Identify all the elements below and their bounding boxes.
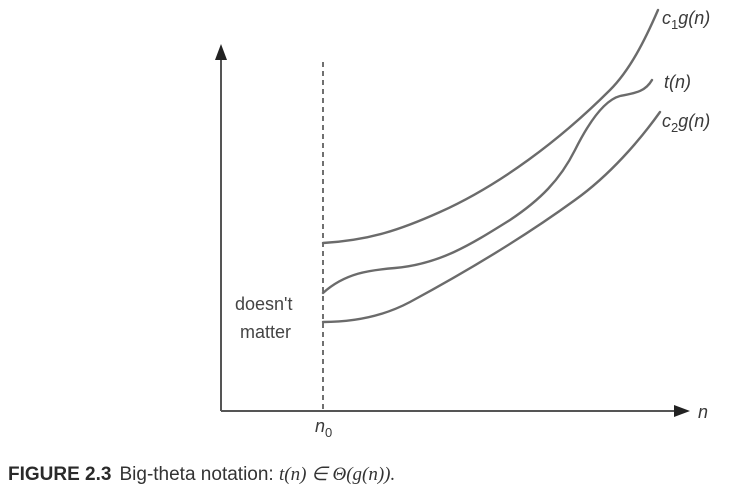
x-axis-label: n	[698, 402, 708, 422]
c1g-subscript: 1	[671, 17, 678, 32]
n0-subscript: 0	[325, 425, 332, 440]
c1g-label: c1g(n)	[662, 8, 710, 32]
caption-formula: t(n) ∈ Θ(g(n)).	[278, 464, 396, 485]
t-curve	[321, 78, 654, 295]
y-axis-arrow	[215, 44, 227, 60]
n0-main: n	[315, 416, 325, 436]
c2g-coef: c	[662, 111, 671, 131]
c2g-label: c2g(n)	[662, 111, 710, 135]
c1g-curve	[321, 8, 660, 245]
n0-label: n0	[315, 416, 332, 440]
c2g-curve	[321, 110, 662, 324]
c1g-tail: g(n)	[678, 8, 710, 28]
x-axis-arrow	[674, 405, 690, 417]
c2g-tail: g(n)	[678, 111, 710, 131]
t-label: t(n)	[664, 72, 691, 92]
c1g-coef: c	[662, 8, 671, 28]
c2g-subscript: 2	[671, 120, 678, 135]
doesnt-matter-line1: doesn't	[235, 294, 292, 314]
doesnt-matter-line2: matter	[240, 322, 291, 342]
caption-title: Big-theta notation:	[119, 464, 274, 485]
figure-caption: FIGURE 2.3 Big-theta notation: t(n) ∈ Θ(g…	[8, 463, 728, 486]
caption-number: FIGURE 2.3	[8, 464, 112, 485]
